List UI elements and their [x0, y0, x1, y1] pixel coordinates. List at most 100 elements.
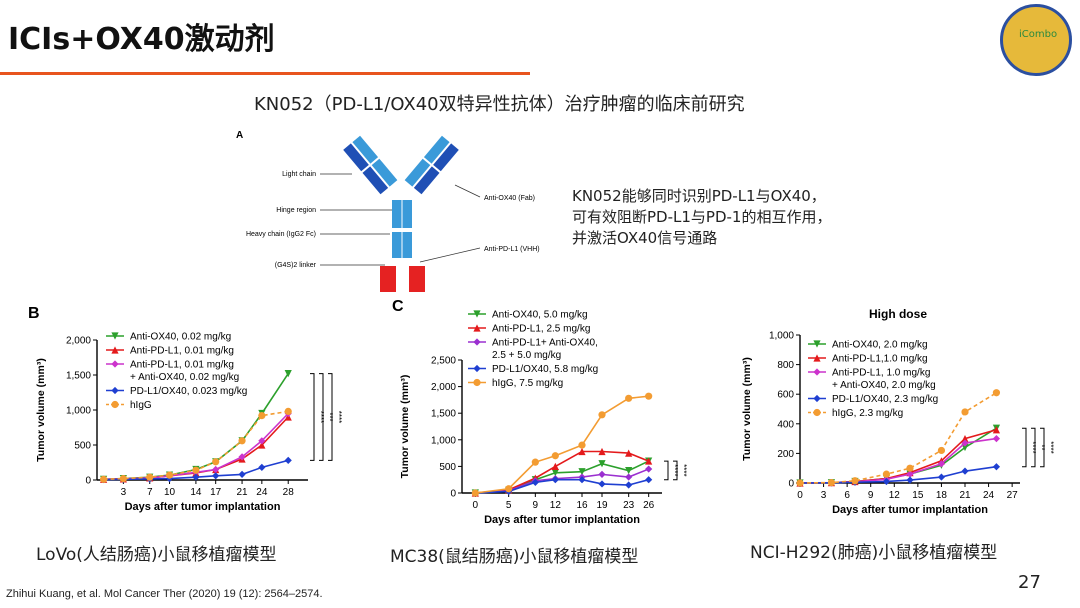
- marker: [238, 470, 246, 478]
- x-tick-label: 12: [889, 490, 901, 501]
- marker: [598, 480, 606, 488]
- marker: [851, 477, 859, 485]
- legend-marker: [813, 408, 821, 417]
- x-tick-label: 5: [506, 500, 512, 511]
- x-tick-label: 15: [912, 490, 924, 501]
- marker: [284, 407, 292, 415]
- marker: [937, 460, 946, 468]
- y-tick-label: 1,500: [431, 409, 456, 420]
- antibody-diagram: A Light chain Hinge region Heavy chain (…: [236, 130, 540, 292]
- marker: [961, 408, 969, 416]
- chart-title: C: [392, 298, 404, 315]
- marker: [505, 485, 513, 493]
- marker: [961, 467, 969, 475]
- y-axis-label: Tumor volume (mm³): [399, 375, 411, 479]
- marker: [238, 437, 246, 445]
- diagram-label: Anti-OX40 (Fab): [484, 195, 535, 202]
- marker: [192, 473, 200, 481]
- x-tick-label: 3: [821, 490, 827, 501]
- marker: [598, 460, 606, 468]
- marker: [992, 426, 1001, 434]
- legend-label: Anti-PD-L1, 1.0 mg/kg + Anti-OX40, 2.0 mg…: [832, 368, 936, 392]
- marker: [827, 478, 836, 487]
- caption: NCI-H292(肺癌)小鼠移植瘤模型: [750, 543, 998, 563]
- marker: [961, 439, 969, 447]
- legend-marker: [111, 332, 119, 340]
- legend-marker: [111, 386, 119, 395]
- marker: [937, 446, 946, 455]
- legend-marker: [813, 354, 821, 362]
- title-rule: [0, 72, 530, 75]
- y-tick-label: 400: [777, 419, 794, 430]
- marker: [598, 447, 606, 456]
- x-tick-label: 7: [147, 487, 153, 498]
- legend-marker: [111, 400, 119, 409]
- x-tick-label: 21: [237, 487, 249, 498]
- significance-bracket: [1031, 427, 1036, 468]
- x-tick-label: 21: [959, 490, 971, 501]
- y-tick-label: 0: [788, 479, 794, 490]
- marker: [937, 473, 946, 481]
- legend-label: PD-L1/OX40, 0.023 mg/kg: [130, 386, 247, 397]
- legend-marker: [473, 310, 481, 318]
- legend-marker: [473, 378, 481, 387]
- y-tick-label: 600: [777, 390, 794, 401]
- caption: LoVo(人结肠癌)小鼠移植瘤模型: [36, 545, 277, 565]
- y-axis-label: Tumor volume (mm³): [741, 357, 753, 461]
- x-tick-label: 24: [256, 487, 268, 498]
- marker: [119, 475, 127, 483]
- marker: [212, 472, 220, 480]
- legend-label: PD-L1/OX40, 5.8 mg/kg: [492, 364, 598, 375]
- y-tick-label: 200: [777, 449, 794, 460]
- legend-marker: [813, 368, 821, 376]
- diagram-label: (G4S)2 linker: [275, 262, 317, 269]
- marker: [645, 465, 653, 473]
- y-tick-label: 1,000: [431, 435, 456, 446]
- significance-label: ****: [1028, 441, 1037, 453]
- marker: [645, 392, 653, 400]
- x-tick-label: 28: [283, 487, 295, 498]
- legend-marker: [813, 394, 821, 403]
- x-axis-label: Days after tumor implantation: [125, 501, 281, 513]
- significance-bracket: [664, 460, 669, 481]
- significance-label: ***: [325, 412, 334, 421]
- significance-label: ****: [1046, 441, 1055, 453]
- caption: MC38(鼠结肠癌)小鼠移植瘤模型: [390, 547, 639, 567]
- y-tick-label: 1,000: [66, 406, 91, 417]
- series-line: [475, 395, 649, 494]
- marker: [212, 465, 220, 474]
- marker: [625, 449, 633, 457]
- x-tick-label: 24: [983, 490, 995, 501]
- marker: [258, 412, 266, 420]
- marker: [882, 477, 891, 486]
- marker: [284, 456, 292, 464]
- marker: [796, 479, 804, 487]
- series-line: [475, 450, 649, 494]
- citation: Zhihui Kuang, et al. Mol Cancer Ther (20…: [6, 588, 323, 600]
- subtitle: KN052（PD-L1/OX40双特异性抗体）治疗肿瘤的临床前研究: [254, 94, 745, 115]
- marker: [578, 476, 586, 484]
- diagram-label: Anti-PD-L1 (VHH): [484, 246, 540, 253]
- marker: [551, 476, 559, 484]
- marker: [625, 467, 633, 475]
- marker: [598, 470, 606, 478]
- description: KN052能够同时识别PD-L1与OX40， 可有效阻断PD-L1与PD-1的相…: [572, 186, 831, 249]
- marker: [992, 435, 1001, 443]
- significance-label: ****: [670, 464, 679, 476]
- marker: [551, 469, 559, 477]
- legend-label: hIgG: [130, 400, 152, 411]
- y-tick-label: 500: [439, 462, 456, 473]
- significance-bracket: [319, 373, 324, 461]
- x-tick-label: 26: [643, 500, 655, 511]
- slide-title: ICIs+OX40激动剂: [8, 22, 275, 57]
- marker: [882, 470, 891, 478]
- marker: [192, 466, 200, 474]
- marker: [645, 457, 653, 465]
- y-tick-label: 0: [85, 476, 91, 487]
- x-tick-label: 9: [868, 490, 874, 501]
- series-line: [799, 392, 997, 484]
- diagram-label: Hinge region: [276, 207, 316, 214]
- description-line: 可有效阻断PD-L1与PD-1的相互作用，: [572, 208, 832, 226]
- marker: [625, 394, 633, 402]
- x-tick-label: 3: [121, 487, 127, 498]
